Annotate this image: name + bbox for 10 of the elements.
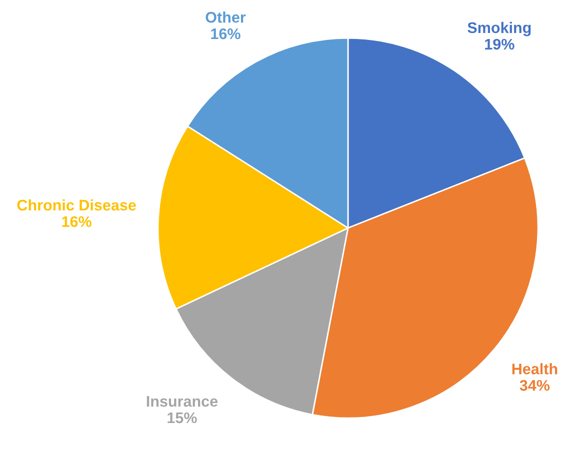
slice-label: Other — [206, 12, 246, 23]
data-label: 16% — [62, 216, 92, 228]
data-label: 34% — [520, 380, 550, 391]
slice-label: Smoking — [468, 22, 531, 36]
slice-label: Health — [512, 363, 558, 374]
data-label: 15% — [168, 412, 197, 424]
slice-label: Chronic Disease — [17, 199, 136, 211]
slice-label: Insurance — [146, 396, 218, 407]
data-label: 19% — [485, 38, 514, 50]
data-label: 16% — [211, 28, 240, 40]
